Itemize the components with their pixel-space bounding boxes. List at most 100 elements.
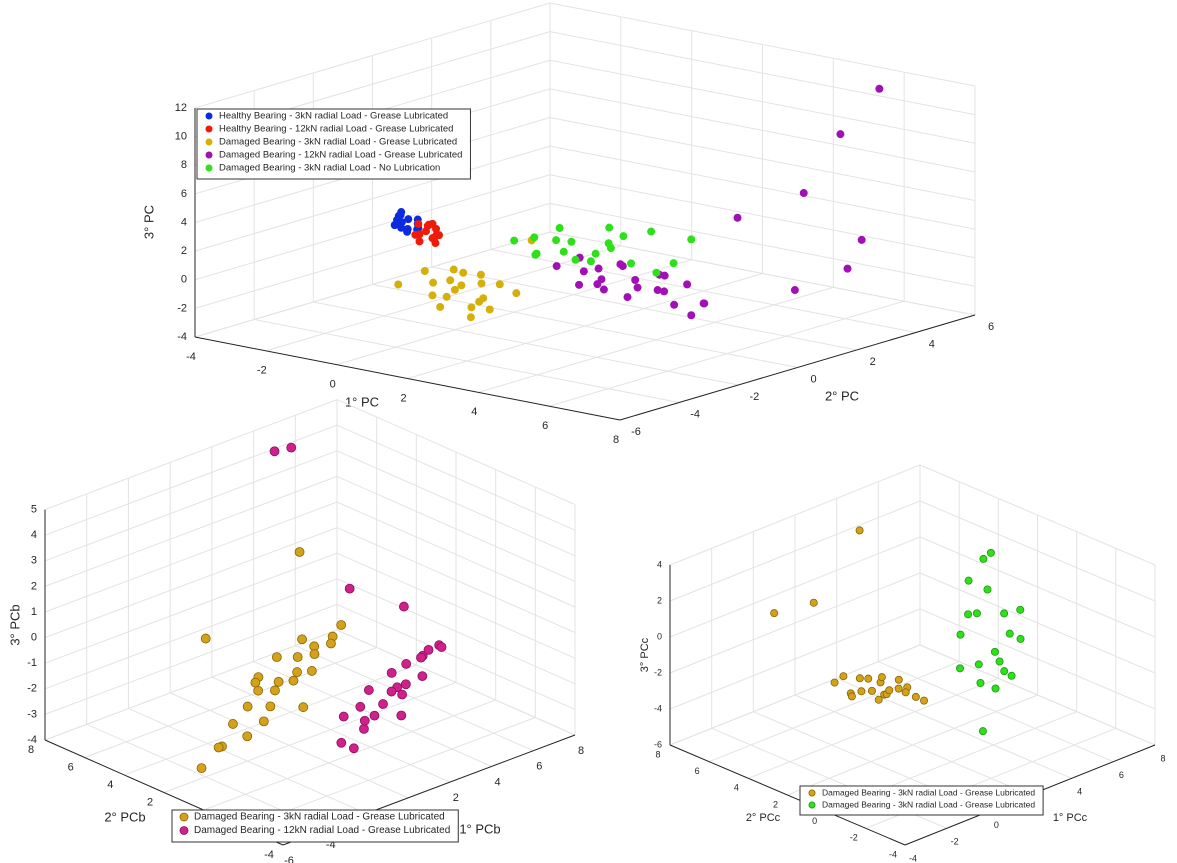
data-point [531, 250, 540, 259]
grid-line [336, 501, 576, 608]
data-point [286, 442, 297, 453]
data-point [429, 278, 438, 287]
z-tick-label: 2 [181, 245, 187, 257]
y-tick-label: -4 [264, 849, 274, 861]
grid-line [919, 572, 1156, 674]
legend: Damaged Bearing - 3kN radial Load - Grea… [799, 785, 1044, 816]
data-point [400, 679, 411, 690]
legend-label: Healthy Bearing - 3kN radial Load - Grea… [219, 111, 448, 122]
data-point [428, 291, 437, 300]
z-tick-label: -4 [654, 703, 662, 713]
x-axis-label: 1° PCb [459, 821, 500, 836]
legend-marker [179, 826, 189, 835]
data-point [1005, 629, 1014, 638]
data-point [586, 257, 595, 266]
grid-line [549, 2, 976, 87]
x-tick-label: 2 [400, 392, 406, 404]
x-tick-label: 2 [453, 792, 459, 804]
data-point [699, 299, 708, 308]
data-point [623, 293, 632, 302]
data-point [253, 685, 264, 696]
data-point [397, 223, 406, 232]
grid-line [549, 145, 976, 230]
data-point [964, 576, 973, 585]
data-point [475, 297, 484, 306]
y-tick-label: 2 [870, 356, 876, 368]
grid-line [336, 475, 576, 582]
x-tick-label: 6 [1119, 770, 1124, 780]
legend-marker [205, 125, 213, 133]
grid-line [919, 536, 1156, 638]
data-point [633, 283, 642, 292]
grid-line [163, 682, 457, 793]
grid-line [787, 694, 1038, 796]
grid-line [44, 501, 338, 613]
data-point [336, 620, 347, 630]
data-point [974, 660, 983, 669]
z-tick-label: 0 [181, 274, 187, 286]
z-tick-label: -1 [27, 657, 37, 669]
data-point [552, 262, 561, 271]
data-point [476, 270, 485, 279]
data-point [530, 233, 539, 242]
y-tick-label: 2 [773, 799, 778, 809]
data-point [495, 280, 504, 289]
z-axis-label: 3° PCb [7, 604, 22, 645]
data-point [449, 265, 458, 274]
data-point [394, 280, 403, 289]
z-tick-label: -4 [27, 734, 37, 746]
data-point [326, 638, 336, 649]
x-tick-label: -4 [909, 853, 917, 863]
data-point [855, 674, 864, 683]
data-point [467, 303, 476, 312]
data-point [369, 710, 380, 721]
grid-line [549, 174, 976, 259]
x-tick-label: -4 [326, 839, 336, 851]
data-point [450, 285, 459, 294]
data-point [242, 701, 253, 712]
grid-line [203, 699, 496, 811]
data-point [510, 236, 519, 245]
grid-line [669, 500, 921, 602]
data-point [874, 695, 883, 704]
legend-marker [179, 812, 189, 822]
data-point [597, 275, 606, 284]
grid-line [84, 647, 377, 758]
grid-line [336, 450, 576, 557]
data-point [269, 446, 280, 457]
x-axis-line [194, 336, 621, 421]
data-point [415, 237, 424, 246]
data-point [631, 276, 640, 284]
data-point [976, 679, 985, 688]
data-point [857, 235, 866, 244]
data-point [575, 280, 584, 289]
data-point [847, 692, 856, 701]
data-point [294, 547, 305, 557]
data-point [990, 647, 999, 656]
data-point [297, 634, 307, 645]
data-point [875, 84, 884, 93]
data-point [972, 609, 981, 618]
data-point [273, 676, 284, 687]
grid-line [336, 603, 576, 710]
data-point [594, 264, 603, 273]
data-point [687, 235, 696, 244]
grid-line [669, 644, 921, 746]
data-point [459, 268, 468, 277]
data-point [265, 701, 276, 712]
data-point [864, 674, 873, 683]
grid-line [44, 527, 338, 639]
x-tick-label: -6 [284, 855, 294, 863]
grid-line [313, 301, 739, 386]
legend-box [171, 809, 459, 843]
data-point [1000, 609, 1009, 618]
data-point [1016, 634, 1025, 643]
data-point [363, 685, 374, 695]
grid-line [919, 500, 1156, 602]
x-axis-label: 1° PCc [1053, 812, 1088, 824]
data-point [378, 699, 388, 709]
z-tick-label: -2 [177, 302, 187, 314]
data-point [964, 610, 973, 619]
grid-line [919, 464, 1156, 566]
y-axis-label: 2° PC [825, 388, 859, 403]
